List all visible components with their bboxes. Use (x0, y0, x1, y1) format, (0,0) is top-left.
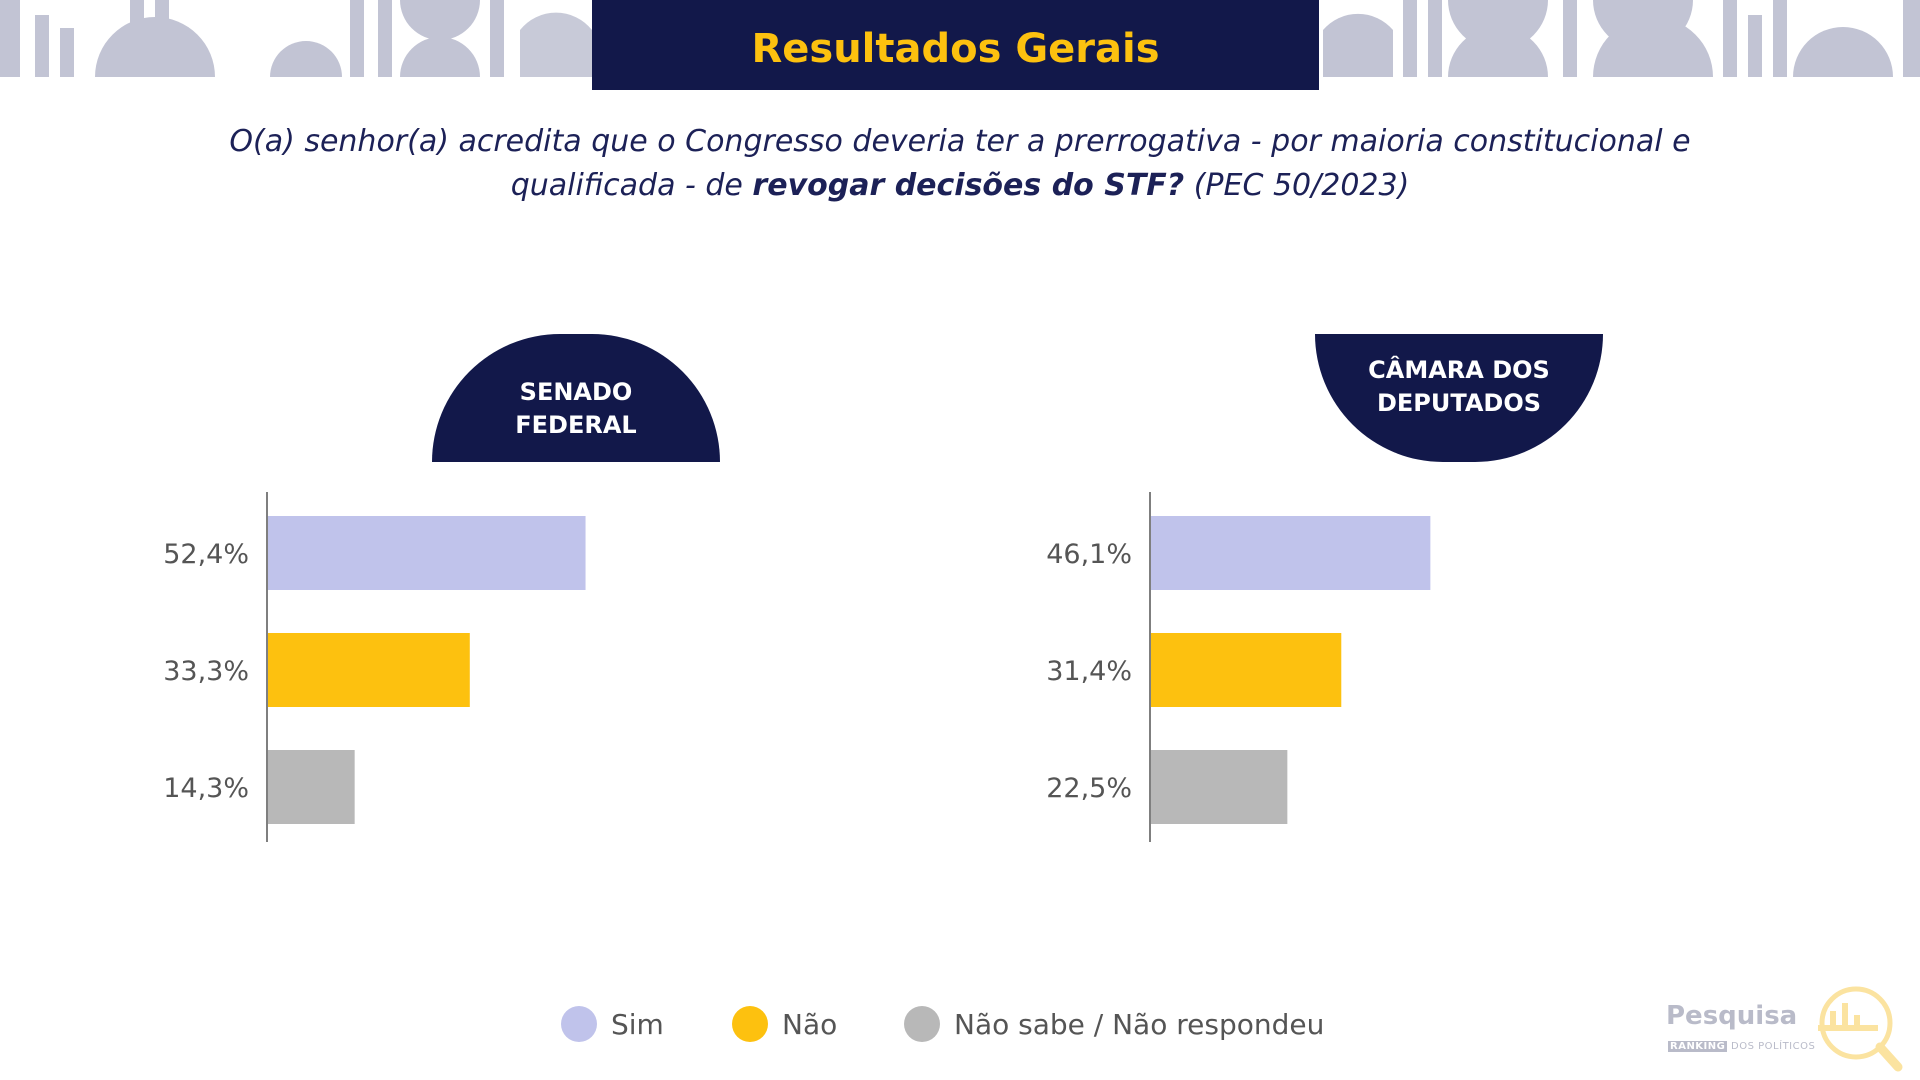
logo-wordmark: Pesquisa (1666, 1001, 1798, 1031)
bar-senado-0 (268, 516, 586, 590)
bar-senado-2 (268, 750, 355, 824)
legend-item-nao-sabe: Não sabe / Não respondeu (904, 1002, 1324, 1046)
legend-swatch-sim (561, 1006, 597, 1042)
survey-question: O(a) senhor(a) acredita que o Congresso … (160, 120, 1760, 208)
bar-camara-2 (1151, 750, 1288, 824)
header-banner: Resultados Gerais (592, 0, 1319, 90)
value-label-senado-1: 33,3% (163, 656, 249, 687)
value-label-senado-2: 14,3% (163, 773, 249, 804)
page-title: Resultados Gerais (751, 26, 1160, 72)
decorative-pattern-left (0, 0, 592, 77)
chart-title-senado-line2: FEDERAL (515, 411, 637, 439)
bar-camara-0 (1151, 516, 1431, 590)
question-text-bold: revogar decisões do STF? (752, 168, 1185, 203)
value-label-camara-0: 46,1% (1046, 539, 1132, 570)
legend-item-sim: Sim (561, 1002, 664, 1046)
chart-title-camara-line2: DEPUTADOS (1376, 389, 1542, 417)
question-text-part2: (PEC 50/2023) (1184, 168, 1410, 203)
bar-camara-1 (1151, 633, 1342, 707)
chart-title-senado-line1: SENADO (519, 378, 633, 406)
pesquisa-logo: Pesquisa RANKING DOS POLÍTICOS (1666, 975, 1906, 1075)
value-label-camara-1: 31,4% (1046, 656, 1132, 687)
magnifier-chart-icon (1818, 986, 1903, 1072)
legend-swatch-nao-sabe (904, 1006, 940, 1042)
value-label-camara-2: 22,5% (1046, 773, 1132, 804)
logo-tag: RANKING (1668, 1041, 1728, 1052)
value-label-senado-0: 52,4% (163, 539, 249, 570)
legend-label-sim: Sim (611, 1007, 664, 1041)
decorative-pattern-right (1323, 0, 1920, 77)
bar-senado-1 (268, 633, 470, 707)
logo-sub-text: DOS POLÍTICOS (1731, 1041, 1816, 1052)
question-text-part1: O(a) senhor(a) acredita que o Congresso … (229, 124, 1691, 203)
logo-subtitle: RANKING DOS POLÍTICOS (1668, 1041, 1815, 1052)
legend-label-nao: Não (782, 1007, 838, 1041)
chart-title-camara-line1: CÂMARA DOS (1368, 356, 1550, 384)
legend-item-nao: Não (732, 1002, 837, 1046)
legend-label-nao-sabe: Não sabe / Não respondeu (954, 1007, 1325, 1041)
legend-swatch-nao (732, 1006, 768, 1042)
